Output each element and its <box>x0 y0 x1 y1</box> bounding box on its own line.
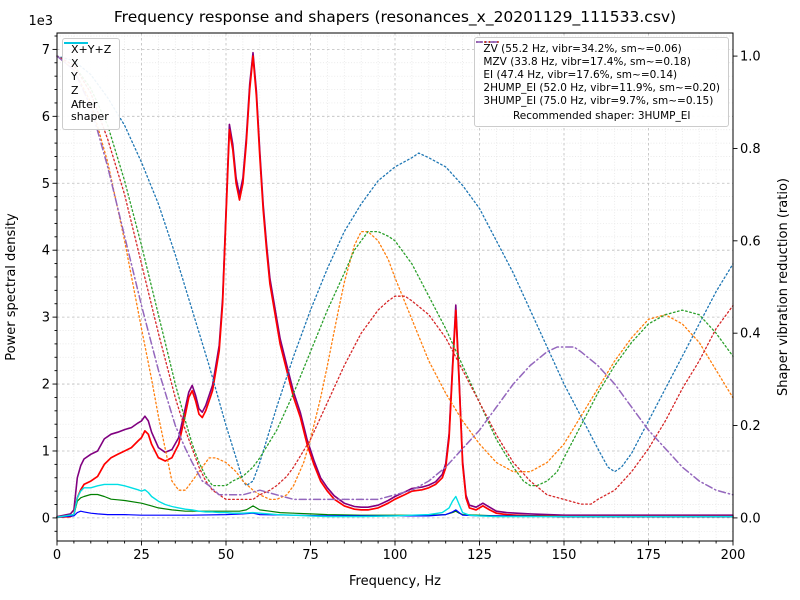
y-right-tick-label: 1.0 <box>740 50 761 65</box>
legend-psd-entry-label: Z <box>71 83 79 97</box>
legend-psd-entry: Y <box>64 42 111 84</box>
y-left-tick-label: 6 <box>42 110 50 125</box>
legend-shapers-entry-label: 3HUMP_EI (75.0 Hz, vibr=9.7%, sm~=0.15) <box>483 95 714 108</box>
x-tick-label: 200 <box>721 548 746 563</box>
legend-psd-entry-label: After shaper <box>71 97 109 124</box>
legend-shapers-entry: MZV (33.8 Hz, vibr=17.4%, sm~=0.18) <box>476 41 720 69</box>
y-left-tick-label: 7 <box>42 43 50 58</box>
x-tick-label: 75 <box>302 548 319 563</box>
legend-shapers-entry: 2HUMP_EI (52.0 Hz, vibr=11.9%, sm~=0.20) <box>476 41 720 95</box>
legend-psd-entry: After shaper <box>64 42 111 124</box>
y-right-tick-label: 0.2 <box>740 419 761 434</box>
legend-shapers-entry-label: MZV (33.8 Hz, vibr=17.4%, sm~=0.18) <box>483 56 691 69</box>
x-tick-label: 0 <box>53 548 61 563</box>
y-left-tick-label: 4 <box>42 244 50 259</box>
series-ei <box>56 55 734 487</box>
legend-psd-entry: Z <box>64 42 111 98</box>
grid-minor <box>57 33 733 541</box>
y-left-tick-label: 0 <box>42 511 50 526</box>
y-right-tick-label: 0.0 <box>740 511 761 526</box>
series-zv <box>56 55 734 487</box>
legend-shapers: ZV (55.2 Hz, vibr=34.2%, sm~=0.06) MZV (3… <box>474 37 729 128</box>
y-right-axis-label: Shaper vibration reduction (ratio) <box>776 178 791 396</box>
y-left-tick-label: 1 <box>42 444 50 459</box>
legend-shapers-entry: ZV (55.2 Hz, vibr=34.2%, sm~=0.06) <box>476 41 720 55</box>
y-left-tick-label: 5 <box>42 177 50 192</box>
x-axis-label: Frequency, Hz <box>349 574 441 589</box>
chart-title: Frequency response and shapers (resonanc… <box>113 8 677 26</box>
y-right-tick-label: 0.8 <box>740 142 761 157</box>
legend-psd-entry: X <box>64 42 111 71</box>
series-group <box>56 51 734 519</box>
x-tick-label: 100 <box>383 548 408 563</box>
series-x <box>56 55 734 519</box>
y-left-tick-label: 2 <box>42 378 50 393</box>
series-after-shaper <box>56 483 734 518</box>
x-tick-label: 25 <box>133 548 150 563</box>
legend-psd-entry-label: Y <box>71 70 78 84</box>
legend-psd-entry-label: X <box>71 56 79 70</box>
y-left-axis-label: Power spectral density <box>4 213 19 361</box>
legend-shapers-entry-label: ZV (55.2 Hz, vibr=34.2%, sm~=0.06) <box>483 43 682 55</box>
legend-shapers-recommended-title: Recommended shaper: 3HUMP_EI <box>512 110 691 123</box>
legend-psd: X+Y+Z X Y Z After shaper <box>62 38 121 130</box>
legend-line-sample <box>476 41 501 43</box>
y-axis-offset-text: 1e3 <box>28 14 53 29</box>
y-right-tick-label: 0.6 <box>740 234 761 249</box>
legend-shapers-entry-label: 2HUMP_EI (52.0 Hz, vibr=11.9%, sm~=0.20) <box>483 82 720 95</box>
legend-shapers-entry: 3HUMP_EI (75.0 Hz, vibr=9.7%, sm~=0.15) <box>476 41 720 108</box>
tick-labels: 0 25 50 75 100 125 150 175 200 0 1 2 3 4 5 6 7 0.0 0.2 0.4 0… <box>4 14 791 589</box>
x-tick-label: 175 <box>636 548 661 563</box>
legend-psd-entry-label: X+Y+Z <box>71 43 112 56</box>
y-left-tick-label: 3 <box>42 311 50 326</box>
legend-line-sample <box>64 42 88 44</box>
legend-shapers-entry-label: EI (47.4 Hz, vibr=17.6%, sm~=0.14) <box>483 69 678 82</box>
x-tick-label: 50 <box>218 548 235 563</box>
axis-ticks <box>52 35 738 546</box>
legend-shapers-entry: EI (47.4 Hz, vibr=17.6%, sm~=0.14) <box>476 41 720 82</box>
series-3hump-ei <box>56 55 734 501</box>
series-2hump-ei <box>56 55 734 505</box>
y-right-tick-label: 0.4 <box>740 327 761 342</box>
x-tick-label: 150 <box>552 548 577 563</box>
series-mzv <box>56 55 734 501</box>
series-z <box>56 509 734 518</box>
x-tick-label: 125 <box>467 548 492 563</box>
